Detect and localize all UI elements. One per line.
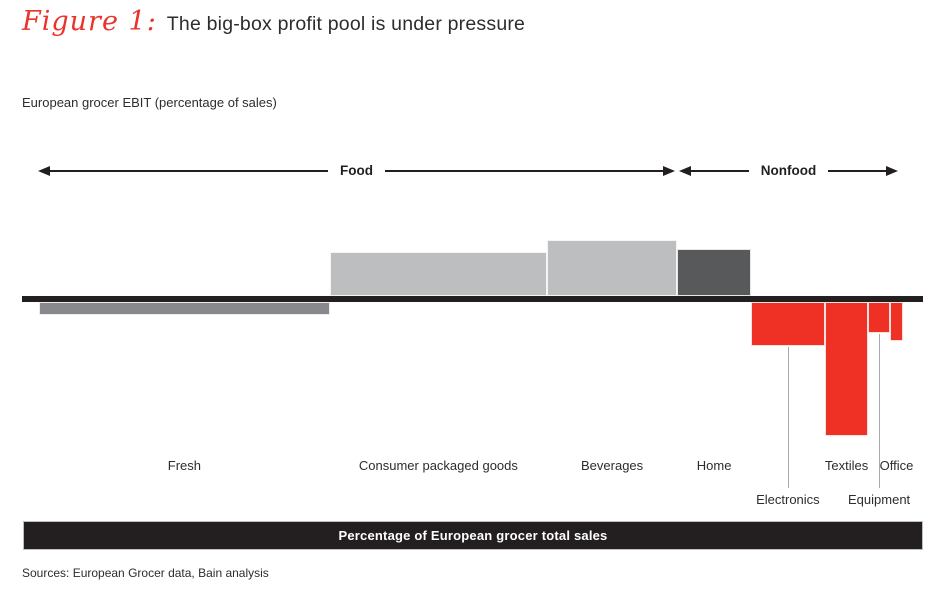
bar-label-beverages: Beverages <box>581 458 644 473</box>
arrow-right-icon <box>886 165 899 176</box>
chart-subtitle: European grocer EBIT (percentage of sale… <box>22 95 277 110</box>
bar-office <box>890 302 903 341</box>
bar-equipment <box>868 302 890 333</box>
x-axis-label-bar: Percentage of European grocer total sale… <box>23 521 923 550</box>
figure-number-label: Figure 1: <box>22 6 157 37</box>
bar-label-home: Home <box>696 458 732 473</box>
arrow-line <box>828 169 887 172</box>
bar-consumer-packaged-goods <box>329 252 547 296</box>
arrow-line <box>385 169 663 172</box>
bar-textiles <box>824 302 869 436</box>
bar-label-textiles: Textiles <box>824 458 869 473</box>
nonfood-group-arrow: Nonfood <box>679 162 899 179</box>
leader-line-electronics <box>787 347 789 488</box>
bar-fresh <box>39 302 330 315</box>
bar-label-consumer-packaged-goods: Consumer packaged goods <box>358 458 518 473</box>
food-group-arrow: Food <box>38 162 675 179</box>
sources-note: Sources: European Grocer data, Bain anal… <box>22 566 269 580</box>
figure-header: Figure 1: The big-box profit pool is und… <box>22 6 525 37</box>
bar-label-fresh: Fresh <box>167 458 202 473</box>
leader-line-equipment <box>879 334 881 488</box>
figure-title: The big-box profit pool is under pressur… <box>166 13 526 35</box>
bar-home <box>677 249 751 296</box>
bar-electronics <box>751 302 825 346</box>
food-group-label: Food <box>340 163 373 178</box>
arrow-line <box>50 169 328 172</box>
arrow-line <box>691 169 749 172</box>
bar-label-electronics: Electronics <box>756 492 820 507</box>
zero-axis-line <box>22 296 923 302</box>
nonfood-group-label: Nonfood <box>760 163 817 178</box>
x-axis-label: Percentage of European grocer total sale… <box>338 528 608 543</box>
arrow-left-icon <box>679 165 691 176</box>
arrow-right-icon <box>663 165 675 176</box>
bar-label-equipment: Equipment <box>848 492 911 507</box>
arrow-left-icon <box>38 165 50 176</box>
bar-label-office: Office <box>879 458 914 473</box>
bar-beverages <box>547 240 678 296</box>
